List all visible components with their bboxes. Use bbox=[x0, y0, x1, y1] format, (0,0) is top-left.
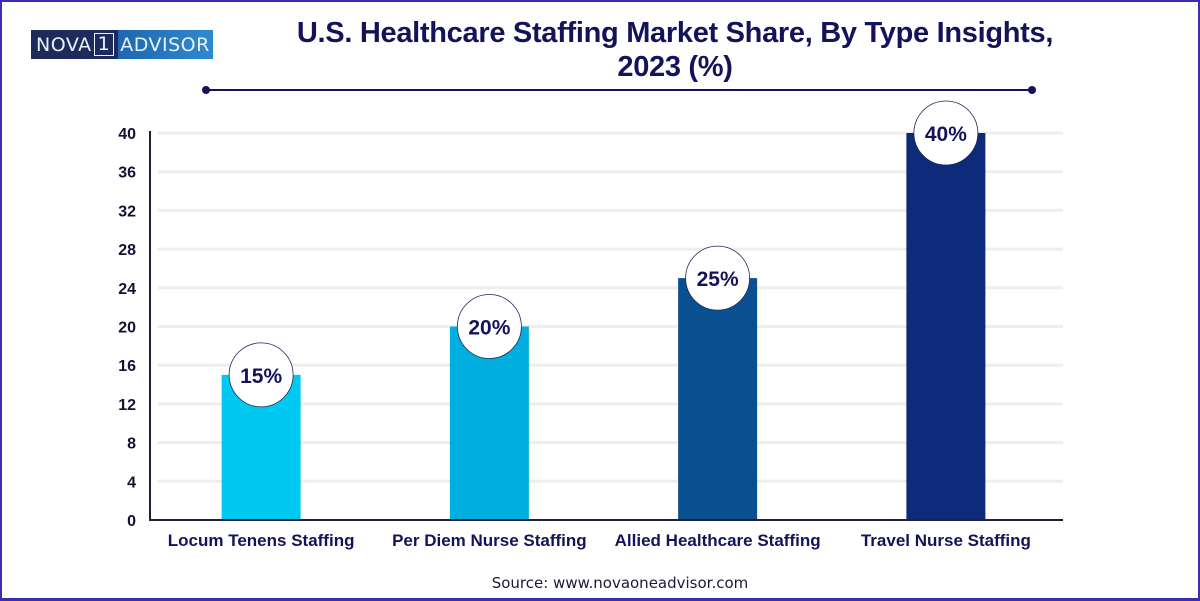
x-axis-labels: Locum Tenens Staffing Per Diem Nurse Staf… bbox=[168, 531, 1031, 550]
y-tick-label: 16 bbox=[118, 358, 136, 375]
y-tick-label: 8 bbox=[127, 436, 136, 453]
data-label-bubble: 20% bbox=[456, 294, 522, 359]
x-tick-label: Per Diem Nurse Staffing bbox=[392, 531, 587, 550]
logo-one-box: 1 bbox=[93, 33, 115, 56]
data-label-bubble: 25% bbox=[685, 245, 751, 311]
title-underline-left-dot bbox=[202, 86, 210, 94]
x-tick-label: Allied Healthcare Staffing bbox=[615, 531, 821, 550]
data-labels: 15% 20% 25% 40% bbox=[228, 100, 979, 408]
data-label: 20% bbox=[468, 317, 510, 340]
chart-title: U.S. Healthcare Staffing Market Share, B… bbox=[240, 16, 1110, 84]
y-tick-label: 12 bbox=[118, 397, 136, 414]
data-label-circle bbox=[228, 342, 294, 408]
data-label-bubble: 40% bbox=[913, 100, 979, 166]
title-underline bbox=[206, 89, 1032, 91]
y-tick-label: 36 bbox=[118, 165, 136, 182]
y-tick-label: 28 bbox=[118, 242, 136, 259]
brand-logo: NOVA 1 ADVISOR bbox=[31, 30, 213, 59]
logo-advisor-text: ADVISOR bbox=[118, 30, 213, 59]
chart-title-line-1: U.S. Healthcare Staffing Market Share, B… bbox=[296, 17, 1054, 49]
data-label-circle bbox=[685, 245, 751, 311]
x-tick-label: Travel Nurse Staffing bbox=[861, 531, 1031, 550]
data-label: 40% bbox=[925, 123, 967, 146]
source-note: Source: www.novaoneadvisor.com bbox=[491, 574, 749, 592]
y-tick-label: 24 bbox=[118, 281, 136, 298]
logo-nova-text: NOVA bbox=[36, 33, 92, 56]
chart-title-line-2: 2023 (%) bbox=[617, 51, 733, 83]
data-label-circle bbox=[456, 294, 522, 359]
x-tick-label: Locum Tenens Staffing bbox=[168, 531, 355, 550]
bar bbox=[678, 278, 758, 520]
y-tick-label: 20 bbox=[118, 320, 136, 337]
data-label: 25% bbox=[697, 268, 739, 291]
logo-nova-block: NOVA 1 bbox=[31, 30, 119, 59]
y-tick-label: 4 bbox=[127, 474, 136, 491]
y-tick-label: 32 bbox=[118, 203, 136, 220]
data-label-circle bbox=[913, 100, 979, 166]
data-label-bubble: 15% bbox=[228, 342, 294, 408]
data-label: 15% bbox=[240, 365, 282, 388]
y-tick-label: 40 bbox=[118, 126, 136, 143]
y-axis-ticks: 0 4 8 12 16 20 24 28 32 36 40 bbox=[118, 126, 136, 530]
title-underline-right-dot bbox=[1028, 86, 1036, 94]
bar bbox=[906, 133, 986, 520]
y-tick-label: 0 bbox=[127, 513, 136, 530]
bars bbox=[221, 133, 986, 520]
